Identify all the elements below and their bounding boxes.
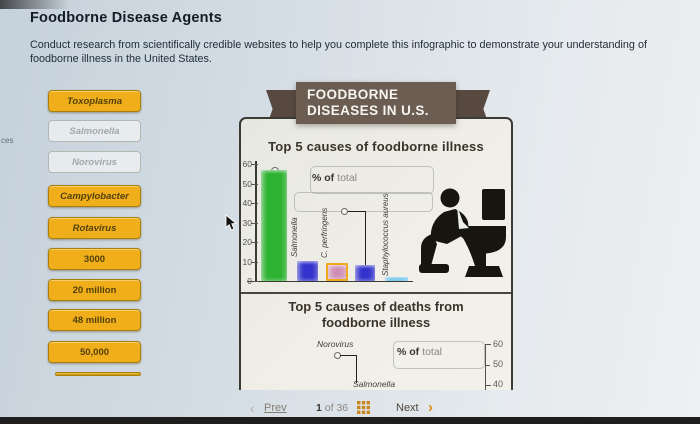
word-tile-20-million[interactable]: 20 million	[48, 279, 141, 301]
photo-bottom-bezel	[0, 417, 700, 424]
illness-chart-title: Top 5 causes of foodborne illness	[268, 139, 484, 154]
y-axis-tickmark-50	[251, 183, 258, 185]
callout-line-bar4-h	[348, 210, 366, 213]
page-grid-button[interactable]	[357, 401, 370, 417]
y-axis-tickmark-40	[251, 203, 258, 205]
illness-chart-plot: % of total Salmonella C. perfringens Stap…	[241, 119, 511, 295]
page-indicator: 1 of 36	[316, 402, 348, 414]
deaths-axis-line	[485, 344, 487, 390]
y-axis-tick-20: 20	[242, 237, 252, 247]
prev-chevron-icon[interactable]: ‹	[250, 401, 255, 416]
y-axis-tickmark-0	[251, 281, 258, 283]
word-tile-toxoplasma[interactable]: Toxoplasma	[48, 90, 141, 112]
illness-bar-unlabeled-4	[355, 265, 375, 281]
callout-line-norovirus-v	[355, 355, 357, 383]
left-edge-text-fragment: ces	[1, 136, 14, 145]
callout-line-norovirus-h	[340, 355, 357, 357]
banner-line2: DISEASES IN U.S.	[307, 103, 429, 118]
deaths-chart-title-line2: foodborne illness	[321, 314, 431, 330]
word-tile-norovirus: Norovirus	[48, 151, 141, 173]
deaths-axis-corner-top	[485, 344, 491, 346]
prev-button[interactable]: Prev	[264, 402, 287, 414]
y-axis-tickmark-20	[251, 242, 258, 244]
deaths-axis-corner-bottom	[485, 384, 491, 386]
word-tile-campylobacter[interactable]: Campylobacter	[48, 185, 141, 207]
x-axis-baseline	[247, 280, 413, 283]
illness-bar-c-perfringens	[326, 263, 348, 281]
page-indicator-of: of	[324, 402, 334, 414]
illness-bar-salmonella	[297, 261, 318, 281]
percent-of-label-2-bold: % of	[397, 346, 420, 358]
banner-line1: FOODBORNE	[307, 87, 399, 102]
next-button[interactable]: Next	[396, 402, 419, 414]
illness-bar-staphylococcus-aureus	[385, 277, 408, 281]
percent-of-label-rest: total	[337, 172, 358, 184]
illness-bar-unlabeled-1	[261, 170, 287, 281]
drop-zone-illness-top[interactable]	[310, 166, 434, 194]
y-axis-line	[255, 161, 257, 281]
mouse-cursor	[225, 214, 237, 231]
y-axis-tick-0: 0	[247, 276, 252, 286]
instructions-text: Conduct research from scientifically cre…	[30, 39, 647, 66]
word-bank: Toxoplasma Salmonella Norovirus Campylobact…	[48, 90, 144, 380]
word-tile-50-000[interactable]: 50,000	[48, 341, 141, 363]
percent-of-total-label-2: % of total	[397, 346, 442, 358]
y-axis-tick-40: 40	[242, 198, 252, 208]
percent-of-label-2-rest: total	[422, 346, 443, 358]
y-axis-tick-60: 60	[242, 159, 252, 169]
deaths-axis-label-60: 60	[493, 339, 504, 349]
y-axis-tick-30: 30	[242, 217, 252, 228]
page-indicator-total: 36	[336, 402, 349, 414]
section-divider	[241, 292, 511, 294]
bar-label-salmonella: Salmonella	[290, 217, 299, 257]
grid-icon	[357, 401, 370, 414]
deaths-axis-label-40: 40	[493, 379, 504, 389]
page-title: Foodborne Disease Agents	[30, 10, 222, 26]
word-tile-partial	[55, 372, 141, 376]
deaths-axis-tick-50	[485, 364, 490, 366]
deaths-label-norovirus: Norovirus	[317, 339, 354, 349]
deaths-chart-title: Top 5 causes of deaths from foodborne il…	[241, 299, 511, 330]
word-tile-rotavirus[interactable]: Rotavirus	[48, 217, 141, 239]
page-indicator-current: 1	[316, 402, 322, 414]
percent-of-total-label: % of total	[312, 172, 357, 184]
infographic-panel: Top 5 causes of foodborne illness % of to…	[239, 117, 513, 390]
deaths-axis-label-50: 50	[493, 359, 504, 369]
y-axis-tick-50: 50	[242, 178, 252, 189]
word-tile-salmonella: Salmonella	[48, 120, 141, 142]
percent-of-label-bold: % of	[312, 172, 335, 184]
person-vomiting-into-toilet-icon	[419, 188, 506, 277]
word-tile-48-million[interactable]: 48 million	[48, 309, 141, 331]
callout-anchor-bar4	[341, 207, 348, 215]
photo-edge-shade	[0, 0, 70, 9]
deaths-label-salmonella-clipped: Salmonella	[353, 379, 396, 389]
drop-zone-deaths[interactable]	[393, 341, 485, 369]
bar-label-staphylococcus-aureus: Staphylococcus aureus	[381, 193, 390, 276]
y-axis-tickmark-10	[251, 261, 258, 263]
next-chevron-icon[interactable]: ›	[428, 399, 433, 416]
y-axis-tickmark-30	[251, 222, 258, 224]
callout-line-bar4-v	[364, 210, 367, 267]
deaths-chart-title-line1: Top 5 causes of deaths from	[288, 299, 464, 314]
banner-ribbon: FOODBORNE DISEASES IN U.S.	[296, 82, 456, 124]
word-tile-3000[interactable]: 3000	[48, 248, 141, 270]
y-axis-tick-10: 10	[242, 256, 252, 267]
bar-label-c-perfringens: C. perfringens	[320, 207, 329, 258]
y-axis-tickmark-60	[251, 164, 258, 166]
